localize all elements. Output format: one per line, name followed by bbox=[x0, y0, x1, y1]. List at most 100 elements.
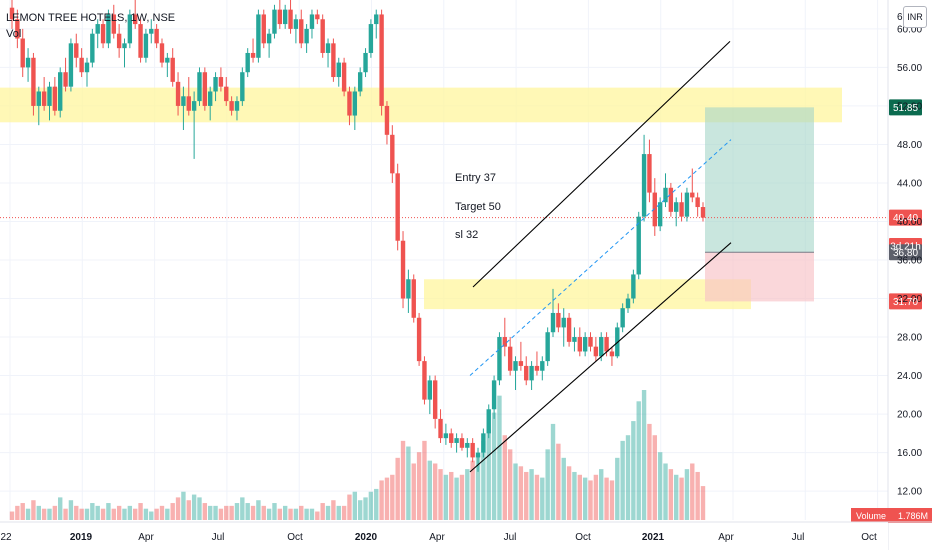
volume-bar bbox=[95, 505, 100, 520]
support-zone bbox=[424, 279, 751, 310]
price-tick-label: 28.00 bbox=[897, 333, 922, 344]
volume-bar bbox=[363, 497, 368, 520]
candle-body bbox=[566, 317, 572, 342]
volume-bar bbox=[63, 508, 68, 520]
volume-bar bbox=[191, 494, 197, 520]
volume-bar bbox=[507, 449, 513, 520]
volume-bar bbox=[31, 500, 36, 520]
candle-body bbox=[454, 438, 459, 443]
volume-bar bbox=[245, 503, 250, 520]
candle-body bbox=[154, 28, 159, 44]
candle-body bbox=[304, 28, 309, 44]
volume-bar bbox=[604, 477, 609, 520]
price-tick-label: 56.00 bbox=[897, 63, 922, 74]
price-tick-label: 60.00 bbox=[897, 24, 922, 35]
candle-body bbox=[556, 312, 561, 328]
volume-indicator-label[interactable]: Vol bbox=[6, 28, 22, 40]
volume-bar bbox=[234, 503, 240, 520]
candle-body bbox=[363, 52, 368, 73]
candle-body bbox=[175, 81, 181, 106]
candle-body bbox=[400, 240, 406, 299]
candle-body bbox=[582, 337, 588, 352]
annotation-text: Target 50 bbox=[455, 201, 501, 213]
candle-body bbox=[325, 43, 331, 53]
target-zone bbox=[705, 107, 814, 253]
volume-bar bbox=[25, 508, 31, 520]
candle-body bbox=[240, 72, 245, 102]
price-tick-label: 16.00 bbox=[897, 448, 922, 459]
volume-bar bbox=[486, 429, 491, 520]
volume-bar bbox=[475, 455, 481, 520]
candle-body bbox=[631, 274, 636, 299]
volume-bar bbox=[625, 435, 631, 520]
candle-body bbox=[149, 28, 154, 34]
volume-bar bbox=[36, 505, 41, 520]
candle-body bbox=[122, 43, 127, 49]
candle-body bbox=[116, 33, 122, 49]
volume-bar bbox=[116, 505, 122, 520]
candle-body bbox=[58, 72, 63, 111]
symbol-title: LEMON TREE HOTELS, 1W, NSE bbox=[6, 12, 176, 24]
volume-bar bbox=[545, 449, 550, 520]
currency-button[interactable]: INR bbox=[903, 6, 927, 28]
candle-body bbox=[331, 43, 336, 78]
candle-body bbox=[186, 96, 191, 111]
volume-bar bbox=[427, 460, 433, 520]
candle-body bbox=[518, 361, 524, 366]
volume-bar bbox=[218, 508, 224, 520]
chart-header: LEMON TREE HOTELS, 1W, NSE Vol bbox=[6, 10, 175, 42]
candle-body bbox=[465, 442, 470, 448]
volume-bar bbox=[582, 477, 588, 520]
candle-body bbox=[491, 380, 497, 410]
candle-body bbox=[111, 14, 116, 34]
volume-bar bbox=[213, 505, 218, 520]
volume-bar bbox=[679, 477, 684, 520]
candle-body bbox=[577, 337, 582, 352]
volume-bar bbox=[695, 471, 700, 520]
volume-bar bbox=[668, 469, 674, 520]
candle-body bbox=[620, 308, 625, 328]
candle-body bbox=[534, 365, 540, 371]
volume-bar bbox=[390, 474, 395, 520]
candle-body bbox=[513, 361, 518, 371]
volume-bar bbox=[15, 505, 20, 520]
price-tag bbox=[889, 99, 922, 116]
volume-bar bbox=[261, 505, 266, 520]
candle-body bbox=[470, 442, 475, 458]
candle-body bbox=[234, 101, 240, 111]
volume-bar bbox=[577, 474, 582, 520]
candle-body bbox=[690, 192, 695, 198]
candle-body bbox=[647, 154, 652, 193]
volume-bar bbox=[52, 505, 58, 520]
volume-bar bbox=[229, 505, 234, 520]
candle-body bbox=[218, 77, 224, 87]
volume-bar bbox=[138, 503, 143, 520]
price-tag-label: 40.40 bbox=[893, 213, 918, 224]
resistance-zone bbox=[0, 87, 842, 123]
candle-body bbox=[625, 298, 631, 309]
volume-bar bbox=[620, 440, 625, 520]
volume-bar bbox=[20, 503, 25, 520]
candle-body bbox=[657, 202, 663, 227]
volume-bar bbox=[395, 457, 400, 520]
candle-body bbox=[31, 57, 36, 106]
candle-body bbox=[411, 279, 416, 318]
volume-bar bbox=[663, 463, 668, 520]
time-tick-label: Jul bbox=[504, 532, 517, 543]
volume-bar bbox=[181, 491, 186, 520]
time-tick-label: 2020 bbox=[355, 532, 378, 543]
volume-bar bbox=[609, 480, 615, 520]
candle-body bbox=[95, 24, 100, 34]
candle-body bbox=[256, 14, 261, 58]
candle-body bbox=[282, 9, 288, 25]
volume-bar bbox=[529, 469, 534, 520]
volume-bar bbox=[550, 423, 556, 520]
channel-lower-line bbox=[469, 242, 732, 473]
volume-bar bbox=[374, 488, 379, 520]
candle-body bbox=[41, 91, 47, 106]
candle-body bbox=[63, 72, 68, 87]
candle-body bbox=[599, 337, 604, 357]
volume-bar bbox=[459, 474, 465, 520]
price-tag-label: 36.80 bbox=[893, 248, 918, 259]
